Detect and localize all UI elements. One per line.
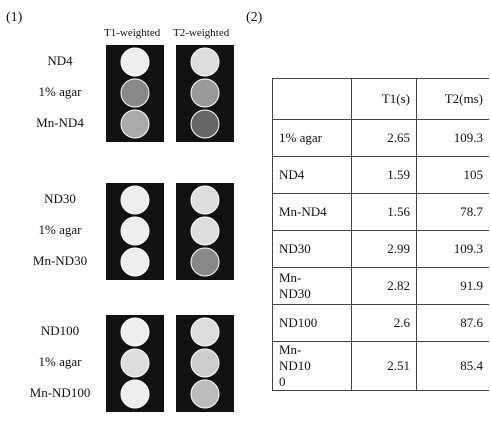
row-label: Mn-ND100 [279,342,315,390]
cell: 1.56 [352,194,417,231]
sample-tube [121,79,149,107]
sample-tube [191,318,219,346]
cell: 2.82 [352,268,417,305]
row-label: 1% agar [10,84,110,100]
sample-tube [121,217,149,245]
row-label: Mn-ND30 [10,253,110,269]
row-label: Mn-ND30 [279,270,315,302]
cell: 1.59 [352,157,417,194]
sample-tube [191,48,219,76]
cell: 2.99 [352,231,417,268]
cell: 78.7 [417,194,490,231]
row-label: ND30 [273,231,352,268]
row-label: ND100 [10,323,110,339]
cell: 85.4 [417,342,490,391]
cell: 109.3 [417,120,490,157]
sample-tube [121,349,149,377]
row-label: Mn-ND4 [10,115,110,131]
row-label: 1% agar [10,222,110,238]
row-label: 1% agar [273,120,352,157]
sample-tube [121,318,149,346]
sample-tube [121,380,149,408]
row-label: Mn-ND100 [10,385,110,401]
figure: (1) (2) T1-weighted T2-weighted ND41% ag… [0,0,491,432]
sample-tube [121,48,149,76]
cell: 2.6 [352,305,417,342]
sample-tube [191,217,219,245]
row-label: ND4 [273,157,352,194]
cell: 91.9 [417,268,490,305]
cell: 105 [417,157,490,194]
sample-tube [191,79,219,107]
sample-tube [191,186,219,214]
row-label: ND100 [273,305,352,342]
cell: 87.6 [417,305,490,342]
cell: 2.51 [352,342,417,391]
sample-tube [121,110,149,138]
cell: 109.3 [417,231,490,268]
sample-tube [191,248,219,276]
row-label: ND4 [10,53,110,69]
sample-tube [191,110,219,138]
sample-tube [191,349,219,377]
cell: 2.65 [352,120,417,157]
row-label: ND30 [10,191,110,207]
sample-tube [121,186,149,214]
row-label: 1% agar [10,354,110,370]
sample-tube [121,248,149,276]
header-cell: T1(s) [352,79,417,120]
row-label: Mn-ND4 [273,194,352,231]
header-cell: T2(ms) [417,79,490,120]
sample-tube [191,380,219,408]
